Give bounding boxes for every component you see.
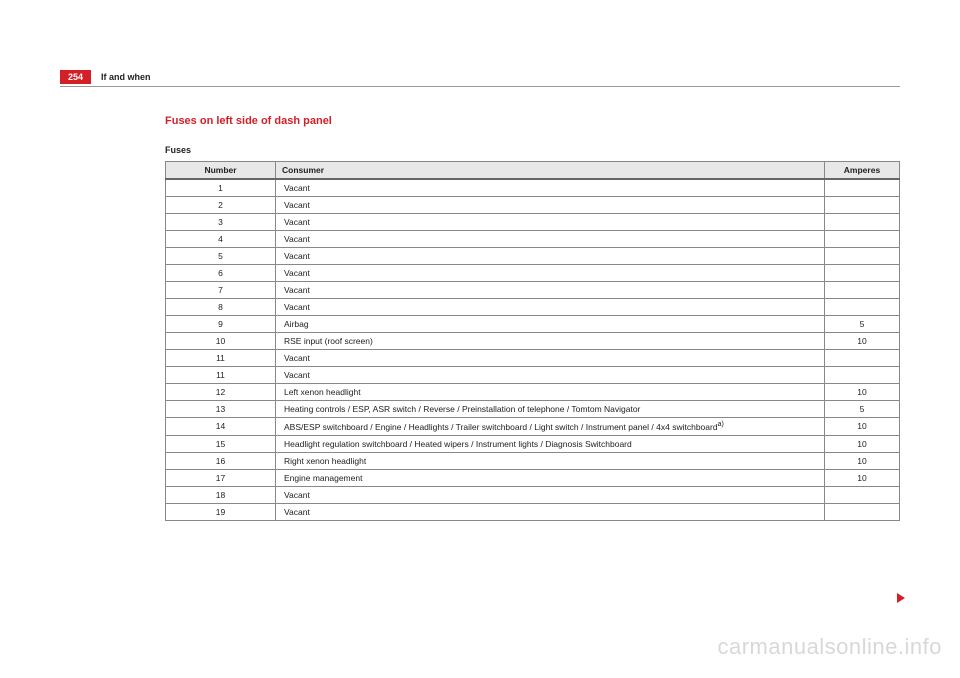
table-row: 4Vacant [166, 231, 900, 248]
page-container: 254 If and when Fuses on left side of da… [0, 0, 960, 541]
cell-amperes [825, 503, 900, 520]
cell-number: 16 [166, 452, 276, 469]
table-row: 15Headlight regulation switchboard / Hea… [166, 435, 900, 452]
table-row: 8Vacant [166, 299, 900, 316]
cell-amperes [825, 282, 900, 299]
cell-amperes [825, 486, 900, 503]
cell-amperes [825, 367, 900, 384]
page-number-badge: 254 [60, 70, 91, 84]
table-row: 1Vacant [166, 179, 900, 197]
cell-consumer: Vacant [276, 197, 825, 214]
footnote-ref: a) [718, 421, 724, 428]
cell-number: 13 [166, 401, 276, 418]
chapter-title: If and when [101, 72, 151, 82]
cell-number: 10 [166, 333, 276, 350]
cell-consumer: Vacant [276, 214, 825, 231]
cell-consumer: Airbag [276, 316, 825, 333]
table-row: 17Engine management10 [166, 469, 900, 486]
table-row: 14ABS/ESP switchboard / Engine / Headlig… [166, 418, 900, 436]
cell-consumer: Headlight regulation switchboard / Heate… [276, 435, 825, 452]
cell-consumer: Vacant [276, 367, 825, 384]
cell-number: 6 [166, 265, 276, 282]
cell-consumer: Right xenon headlight [276, 452, 825, 469]
cell-number: 1 [166, 179, 276, 197]
cell-amperes: 10 [825, 333, 900, 350]
cell-consumer: Left xenon headlight [276, 384, 825, 401]
table-row: 12Left xenon headlight10 [166, 384, 900, 401]
cell-number: 4 [166, 231, 276, 248]
table-row: 16Right xenon headlight10 [166, 452, 900, 469]
table-row: 3Vacant [166, 214, 900, 231]
cell-number: 3 [166, 214, 276, 231]
page-header: 254 If and when [60, 70, 900, 87]
cell-amperes [825, 197, 900, 214]
cell-consumer: ABS/ESP switchboard / Engine / Headlight… [276, 418, 825, 436]
cell-consumer: Vacant [276, 486, 825, 503]
cell-amperes: 10 [825, 452, 900, 469]
cell-consumer: Vacant [276, 299, 825, 316]
table-row: 2Vacant [166, 197, 900, 214]
cell-number: 19 [166, 503, 276, 520]
cell-consumer: Vacant [276, 231, 825, 248]
col-header-amperes: Amperes [825, 162, 900, 180]
cell-number: 15 [166, 435, 276, 452]
fuses-table: Number Consumer Amperes 1Vacant2Vacant3V… [165, 161, 900, 521]
content-region: Fuses on left side of dash panel Fuses N… [165, 115, 900, 521]
cell-amperes: 5 [825, 316, 900, 333]
watermark-text: carmanualsonline.info [717, 634, 942, 660]
table-subheading: Fuses [165, 145, 900, 155]
cell-number: 17 [166, 469, 276, 486]
table-header-row: Number Consumer Amperes [166, 162, 900, 180]
cell-number: 7 [166, 282, 276, 299]
cell-number: 2 [166, 197, 276, 214]
col-header-number: Number [166, 162, 276, 180]
cell-consumer: Vacant [276, 179, 825, 197]
cell-amperes [825, 265, 900, 282]
cell-number: 12 [166, 384, 276, 401]
table-row: 18Vacant [166, 486, 900, 503]
table-row: 9Airbag5 [166, 316, 900, 333]
cell-amperes [825, 248, 900, 265]
cell-consumer: Vacant [276, 503, 825, 520]
col-header-consumer: Consumer [276, 162, 825, 180]
cell-amperes: 10 [825, 384, 900, 401]
cell-amperes [825, 350, 900, 367]
cell-consumer: Engine management [276, 469, 825, 486]
cell-amperes: 10 [825, 469, 900, 486]
table-row: 13Heating controls / ESP, ASR switch / R… [166, 401, 900, 418]
section-title: Fuses on left side of dash panel [165, 115, 900, 127]
cell-amperes [825, 179, 900, 197]
cell-amperes: 10 [825, 418, 900, 436]
cell-consumer: Vacant [276, 350, 825, 367]
cell-number: 18 [166, 486, 276, 503]
cell-number: 11 [166, 367, 276, 384]
table-row: 5Vacant [166, 248, 900, 265]
cell-number: 14 [166, 418, 276, 436]
cell-amperes [825, 299, 900, 316]
cell-number: 8 [166, 299, 276, 316]
cell-consumer: RSE input (roof screen) [276, 333, 825, 350]
cell-number: 11 [166, 350, 276, 367]
cell-number: 9 [166, 316, 276, 333]
continue-arrow-icon [897, 593, 905, 603]
table-row: 6Vacant [166, 265, 900, 282]
cell-consumer: Vacant [276, 248, 825, 265]
table-row: 7Vacant [166, 282, 900, 299]
table-row: 11Vacant [166, 350, 900, 367]
cell-amperes: 10 [825, 435, 900, 452]
cell-consumer: Vacant [276, 282, 825, 299]
cell-number: 5 [166, 248, 276, 265]
cell-consumer: Vacant [276, 265, 825, 282]
cell-amperes [825, 214, 900, 231]
table-row: 19Vacant [166, 503, 900, 520]
table-row: 10RSE input (roof screen)10 [166, 333, 900, 350]
cell-amperes [825, 231, 900, 248]
cell-consumer: Heating controls / ESP, ASR switch / Rev… [276, 401, 825, 418]
cell-amperes: 5 [825, 401, 900, 418]
table-row: 11Vacant [166, 367, 900, 384]
